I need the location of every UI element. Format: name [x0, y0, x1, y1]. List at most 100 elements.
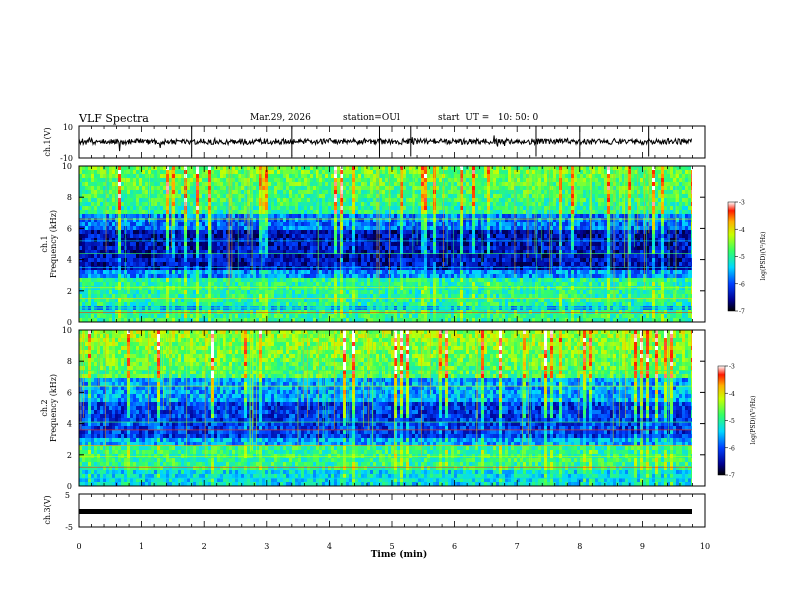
spectrogram-cell — [91, 286, 95, 291]
spectrogram-cell — [220, 234, 224, 239]
spectrogram-cell — [94, 318, 98, 323]
spectrogram-cell — [202, 298, 206, 303]
spectrogram-cell — [385, 318, 389, 323]
spectrogram-cell — [127, 166, 131, 171]
spectrogram-cell — [274, 282, 278, 287]
spectrogram-cell — [355, 270, 359, 275]
spectrogram-cell — [214, 186, 218, 191]
spectrogram-cell — [211, 186, 215, 191]
spectrogram-cell — [199, 222, 203, 227]
spectrogram-cell — [241, 266, 245, 271]
spectrogram-cell — [424, 274, 428, 279]
spectrogram-cell — [355, 310, 359, 315]
spectrogram-cell — [241, 166, 245, 171]
spectrogram-cell — [208, 170, 212, 175]
spectrogram-cell — [133, 278, 137, 283]
spectrogram-cell — [403, 198, 407, 203]
spectrogram-cell — [271, 230, 275, 235]
spectrogram-cell — [382, 290, 386, 295]
spectrogram-cell — [130, 214, 134, 219]
spectrogram-cell — [184, 194, 188, 199]
spectrogram-cell — [343, 226, 347, 231]
spectrogram-cell — [226, 166, 230, 171]
spectrogram-cell — [304, 214, 308, 219]
spectrogram-cell — [250, 274, 254, 279]
spectrogram-cell — [157, 274, 161, 279]
spectrogram-cell — [337, 278, 341, 283]
spectrogram-cell — [313, 226, 317, 231]
spectrogram-cell — [328, 170, 332, 175]
spectrogram-cell — [298, 230, 302, 235]
spectrogram-cell — [394, 258, 398, 263]
spectrogram-cell — [217, 242, 221, 247]
spectrogram-cell — [259, 238, 263, 243]
spectrogram-cell — [259, 178, 263, 183]
spectrogram-cell — [346, 198, 350, 203]
spectrogram-cell — [358, 194, 362, 199]
spectrogram-cell — [214, 262, 218, 267]
spectrogram-cell — [406, 258, 410, 263]
spectrogram-cell — [160, 270, 164, 275]
spectrogram-cell — [112, 198, 116, 203]
spectrogram-cell — [79, 210, 83, 215]
spectrogram-cell — [268, 282, 272, 287]
spectrogram-cell — [106, 222, 110, 227]
spectrogram-cell — [175, 270, 179, 275]
spectrogram-cell — [100, 238, 104, 243]
spectrogram-cell — [88, 310, 92, 315]
spectrogram-cell — [304, 258, 308, 263]
spectrogram-cell — [301, 206, 305, 211]
spectrogram-cell — [292, 254, 296, 259]
spectrogram-cell — [268, 178, 272, 183]
spectrogram-cell — [289, 210, 293, 215]
spectrogram-cell — [343, 242, 347, 247]
spectrogram-cell — [340, 174, 344, 179]
spectrogram-cell — [196, 274, 200, 279]
spectrogram-cell — [109, 170, 113, 175]
spectrogram-cell — [301, 194, 305, 199]
spectrogram-cell — [283, 270, 287, 275]
spectrogram-cell — [316, 258, 320, 263]
spectrogram-cell — [343, 166, 347, 171]
spectrogram-cell — [130, 202, 134, 207]
spectrogram-cell — [85, 174, 89, 179]
spectrogram-cell — [163, 234, 167, 239]
spectrogram-cell — [322, 166, 326, 171]
spectrogram-cell — [382, 318, 386, 323]
spectrogram-cell — [394, 218, 398, 223]
spectrogram-cell — [265, 254, 269, 259]
spectrogram-cell — [433, 302, 437, 307]
spectrogram-cell — [211, 254, 215, 259]
spectrogram-cell — [358, 242, 362, 247]
spectrogram-cell — [181, 250, 185, 255]
spectrogram-cell — [157, 214, 161, 219]
ch1-waveform-trace — [78, 126, 692, 157]
spectrogram-cell — [199, 266, 203, 271]
spectrogram-cell — [334, 186, 338, 191]
spectrogram-cell — [403, 254, 407, 259]
spectrogram-cell — [313, 282, 317, 287]
spectrogram-cell — [292, 178, 296, 183]
spectrogram-cell — [166, 178, 170, 183]
spectrogram-cell — [400, 222, 404, 227]
spectrogram-cell — [103, 294, 107, 299]
spectrogram-cell — [343, 218, 347, 223]
spectrogram-cell — [112, 214, 116, 219]
spectrogram-cell — [427, 250, 431, 255]
spectrogram-cell — [382, 174, 386, 179]
spectrogram-cell — [295, 282, 299, 287]
spectrogram-cell — [430, 290, 434, 295]
spectrogram-cell — [439, 194, 443, 199]
spectrogram-cell — [277, 166, 281, 171]
spectrogram-cell — [268, 246, 272, 251]
spectrogram-cell — [328, 294, 332, 299]
spectrogram-cell — [385, 178, 389, 183]
spectrogram-cell — [187, 270, 191, 275]
spectrogram-cell — [205, 282, 209, 287]
spectrogram-cell — [244, 178, 248, 183]
spectrogram-cell — [163, 290, 167, 295]
spectrogram-cell — [115, 282, 119, 287]
spectrogram-cell — [220, 254, 224, 259]
spectrogram-cell — [172, 270, 176, 275]
spectrogram-cell — [139, 290, 143, 295]
